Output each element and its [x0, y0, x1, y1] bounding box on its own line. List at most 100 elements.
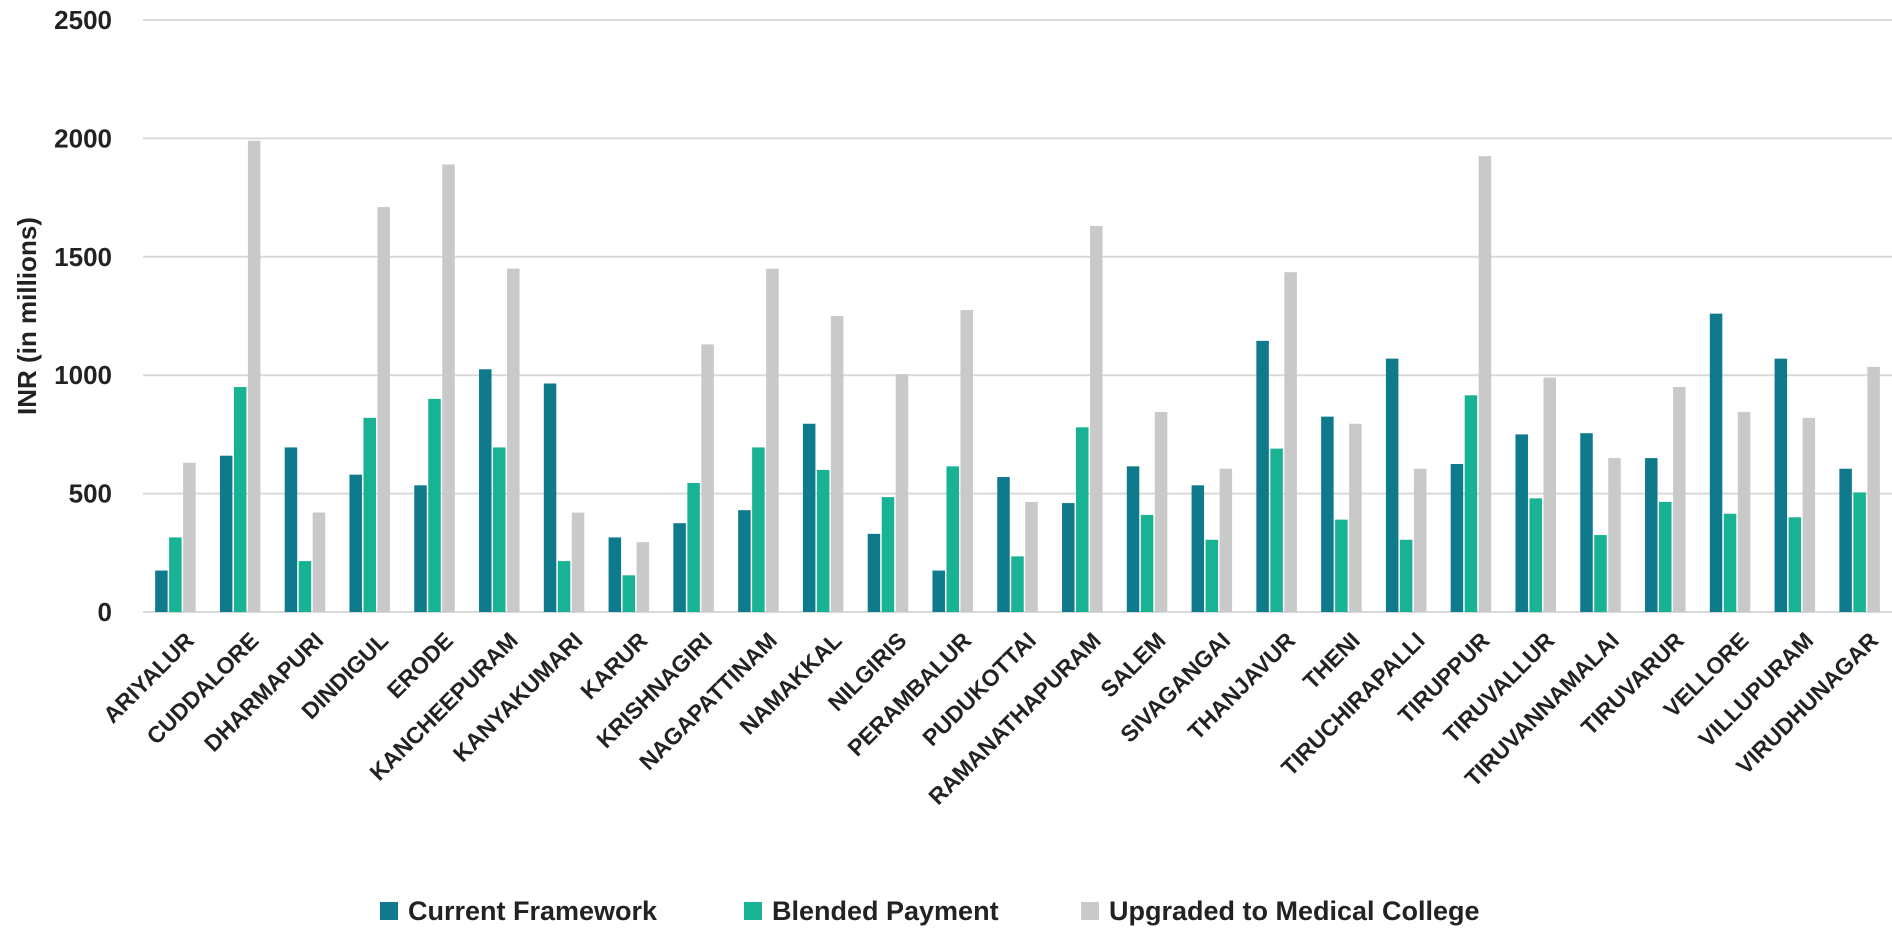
- bar-upgraded-to-medical-college-namakkal: [830, 316, 844, 612]
- gridlines: [143, 19, 1892, 613]
- bar-blended-payment-tiruvarur: [1659, 501, 1672, 612]
- bar-current-framework-sivagangai: [1191, 485, 1205, 612]
- bar-current-framework-ariyalur: [155, 570, 168, 612]
- bar-upgraded-to-medical-college-dindigul: [377, 207, 390, 612]
- y-tick-label: 2000: [54, 123, 112, 153]
- bar-upgraded-to-medical-college-vellore: [1737, 411, 1751, 612]
- bar-blended-payment-ramanathapuram: [1076, 427, 1089, 612]
- bar-blended-payment-nagapattinam: [752, 447, 765, 612]
- bar-blended-payment-sivagangai: [1205, 539, 1219, 612]
- bar-upgraded-to-medical-college-sivagangai: [1219, 468, 1233, 612]
- bar-current-framework-thanjavur: [1256, 340, 1269, 612]
- bar-current-framework-cuddalore: [219, 455, 233, 612]
- bar-current-framework-virudhunagar: [1839, 468, 1852, 612]
- bar-current-framework-tiruchirapalli: [1385, 358, 1399, 612]
- legend-label-blended-payment: Blended Payment: [772, 896, 999, 926]
- bar-current-framework-tiruvannamalai: [1580, 433, 1593, 612]
- bar-current-framework-salem: [1126, 466, 1140, 612]
- bar-current-framework-tiruvarur: [1645, 458, 1658, 612]
- bar-current-framework-perambalur: [932, 570, 945, 612]
- x-category-label: PUDUKOTTAI: [917, 627, 1041, 751]
- x-category-label: CUDDALORE: [141, 627, 263, 749]
- bar-current-framework-krishnagiri: [673, 523, 686, 612]
- bar-current-framework-namakkal: [802, 423, 816, 612]
- bar-upgraded-to-medical-college-dharmapuri: [312, 512, 326, 612]
- bar-blended-payment-kancheepuram: [493, 447, 506, 612]
- legend-swatch-blended-payment: [744, 902, 762, 920]
- bar-upgraded-to-medical-college-cuddalore: [247, 140, 261, 612]
- bar-current-framework-ramanathapuram: [1062, 503, 1075, 612]
- bar-current-framework-nilgiris: [867, 533, 881, 612]
- x-axis-category-labels: ARIYALURCUDDALOREDHARMAPURIDINDIGULERODE…: [98, 627, 1883, 810]
- bar-upgraded-to-medical-college-kancheepuram: [507, 268, 520, 612]
- bar-current-framework-erode: [414, 485, 427, 612]
- bar-current-framework-tiruppur: [1450, 464, 1464, 612]
- bar-upgraded-to-medical-college-theni: [1349, 423, 1362, 612]
- bar-upgraded-to-medical-college-salem: [1154, 411, 1168, 612]
- bar-current-framework-kanyakumari: [543, 383, 557, 612]
- y-axis-ticks: 0 500 1000 1500 2000 2500: [54, 5, 112, 627]
- bar-blended-payment-cuddalore: [233, 387, 247, 612]
- bar-blended-payment-virudhunagar: [1853, 492, 1866, 612]
- bar-upgraded-to-medical-college-karur: [636, 542, 650, 612]
- bar-upgraded-to-medical-college-tiruppur: [1478, 156, 1492, 612]
- y-axis-title: INR (in millions): [12, 217, 42, 415]
- bar-current-framework-dharmapuri: [284, 447, 298, 612]
- bar-blended-payment-salem: [1140, 514, 1154, 612]
- legend-swatch-current-framework: [380, 902, 398, 920]
- bar-blended-payment-vellore: [1723, 513, 1737, 612]
- bar-upgraded-to-medical-college-tiruvannamalai: [1608, 458, 1621, 612]
- bar-blended-payment-ariyalur: [169, 537, 182, 612]
- bar-blended-payment-thanjavur: [1270, 448, 1283, 612]
- bar-blended-payment-nilgiris: [881, 497, 895, 612]
- bar-blended-payment-tiruvannamalai: [1594, 535, 1607, 612]
- bar-current-framework-kancheepuram: [479, 369, 492, 612]
- legend-label-current-framework: Current Framework: [408, 896, 658, 926]
- bar-upgraded-to-medical-college-pudukottai: [1025, 501, 1038, 612]
- bar-current-framework-pudukottai: [997, 477, 1010, 612]
- x-category-label: TIRUVALLUR: [1438, 627, 1559, 748]
- bar-upgraded-to-medical-college-nilgiris: [895, 374, 909, 612]
- bar-blended-payment-pudukottai: [1011, 556, 1024, 612]
- bar-upgraded-to-medical-college-ramanathapuram: [1090, 226, 1103, 613]
- bar-blended-payment-namakkal: [816, 469, 830, 612]
- bar-blended-payment-tiruppur: [1464, 395, 1478, 612]
- y-tick-label: 0: [98, 597, 112, 627]
- bar-upgraded-to-medical-college-thanjavur: [1284, 272, 1297, 612]
- bar-current-framework-villupuram: [1774, 358, 1788, 612]
- y-tick-label: 2500: [54, 5, 112, 35]
- y-tick-label: 500: [69, 479, 112, 509]
- bar-current-framework-tiruvallur: [1515, 434, 1528, 612]
- legend-label-upgraded-to-medical-college: Upgraded to Medical College: [1109, 896, 1480, 926]
- bar-upgraded-to-medical-college-villupuram: [1802, 417, 1816, 612]
- bar-blended-payment-tiruvallur: [1529, 498, 1542, 612]
- bar-upgraded-to-medical-college-ariyalur: [183, 462, 196, 612]
- x-category-label: VILLUPURAM: [1693, 627, 1818, 752]
- bar-upgraded-to-medical-college-nagapattinam: [766, 268, 779, 612]
- bar-blended-payment-theni: [1335, 519, 1348, 612]
- bar-upgraded-to-medical-college-tiruvallur: [1543, 377, 1556, 612]
- bar-blended-payment-perambalur: [946, 466, 959, 612]
- bar-blended-payment-erode: [428, 398, 441, 612]
- bars: [155, 140, 1880, 613]
- y-tick-label: 1000: [54, 360, 112, 390]
- legend-swatch-upgraded-to-medical-college: [1081, 902, 1099, 920]
- bar-blended-payment-villupuram: [1788, 517, 1802, 612]
- bar-blended-payment-krishnagiri: [687, 482, 700, 612]
- y-tick-label: 1500: [54, 242, 112, 272]
- bar-upgraded-to-medical-college-virudhunagar: [1867, 366, 1880, 612]
- bar-upgraded-to-medical-college-erode: [442, 164, 455, 612]
- bar-upgraded-to-medical-college-tiruvarur: [1673, 387, 1686, 612]
- bar-current-framework-theni: [1321, 416, 1334, 612]
- bar-upgraded-to-medical-college-perambalur: [960, 310, 973, 612]
- bar-current-framework-vellore: [1709, 313, 1723, 612]
- bar-current-framework-karur: [608, 537, 622, 612]
- bar-blended-payment-dindigul: [363, 417, 376, 612]
- bar-current-framework-nagapattinam: [738, 510, 751, 612]
- bar-blended-payment-karur: [622, 575, 636, 612]
- bar-upgraded-to-medical-college-tiruchirapalli: [1413, 468, 1427, 612]
- bar-current-framework-dindigul: [349, 474, 362, 612]
- bar-upgraded-to-medical-college-kanyakumari: [571, 512, 585, 612]
